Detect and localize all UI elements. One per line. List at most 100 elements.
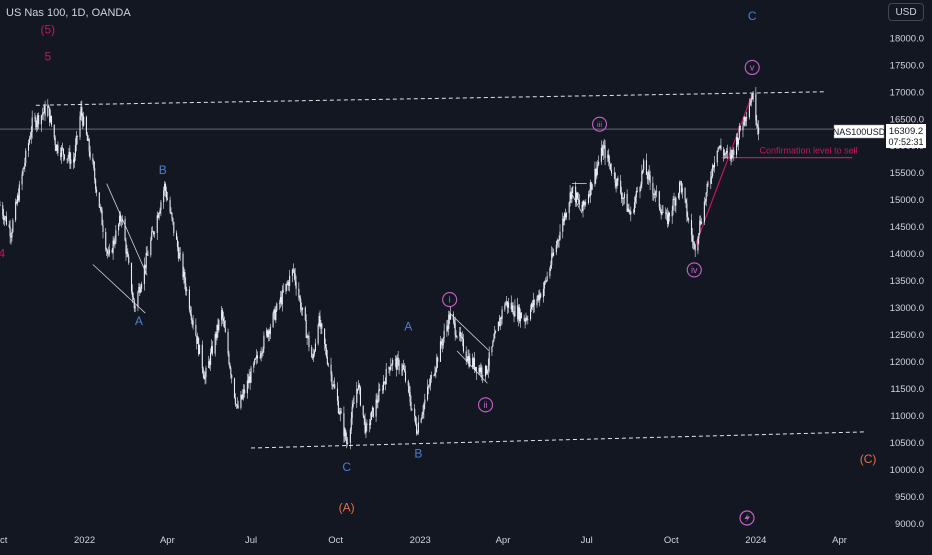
- label-wave-ii[interactable]: ii: [477, 397, 494, 413]
- price-axis[interactable]: 9000.0 9500.0 10000.0 10500.0 11000.0 11500.0…: [890, 33, 924, 530]
- candle: [666, 209, 668, 221]
- candle: [602, 141, 604, 160]
- candle: [246, 373, 248, 399]
- label-c-2022-oct[interactable]: C: [342, 460, 351, 474]
- candle: [684, 186, 686, 203]
- candle: [254, 358, 256, 365]
- candle: [712, 163, 714, 179]
- wedge-2022-line-1[interactable]: [106, 183, 148, 276]
- upper-dashed-trendline[interactable]: [35, 91, 826, 106]
- candle: [188, 286, 190, 313]
- candle: [217, 318, 219, 338]
- candle: [746, 111, 748, 127]
- label-b-2023-jan[interactable]: B: [414, 446, 422, 460]
- candle: [73, 152, 76, 168]
- x-tick-label: 2023: [410, 535, 431, 546]
- candle: [649, 170, 651, 191]
- candle: [713, 156, 716, 173]
- symbol-tag-box: [833, 124, 885, 139]
- candle: [739, 125, 741, 132]
- candle: [304, 306, 306, 321]
- box-2023-jun-line-2[interactable]: [571, 194, 583, 214]
- candle: [576, 191, 579, 200]
- time-axis[interactable]: Oct 2022 Apr Jul Oct 2023 Apr Jul Oct 2024 Apr: [0, 535, 847, 546]
- candle: [85, 115, 87, 136]
- uptrend-line[interactable]: [693, 94, 753, 249]
- label-wave-i[interactable]: i: [442, 292, 458, 308]
- wedge-2023-feb-line-2[interactable]: [456, 350, 488, 384]
- candle: [720, 138, 722, 151]
- label-c-paren[interactable]: (C): [860, 452, 877, 466]
- label-a-2022-dec[interactable]: A: [404, 320, 412, 334]
- candle: [273, 308, 275, 320]
- label-a-2022[interactable]: A: [135, 314, 143, 328]
- candle: [616, 177, 618, 189]
- candle: [604, 140, 606, 166]
- candle: [153, 230, 155, 237]
- candle: [653, 193, 655, 201]
- y-tick-label: 16500.0: [890, 114, 924, 125]
- label-a-paren[interactable]: (A): [339, 500, 355, 514]
- candle: [350, 412, 352, 434]
- candle: [61, 142, 64, 151]
- candle: [750, 93, 752, 107]
- lightning-icon[interactable]: [739, 510, 755, 526]
- label-wave-iv[interactable]: iv: [686, 262, 702, 278]
- candle: [183, 266, 185, 284]
- candle: [539, 289, 541, 307]
- candle: [718, 145, 720, 150]
- wedge-2022-line-2[interactable]: [92, 264, 146, 314]
- candle: [230, 366, 232, 379]
- label-wave-v-text: v: [750, 62, 755, 72]
- candle: [568, 201, 570, 221]
- candle: [184, 269, 186, 290]
- label-5-major[interactable]: (5): [40, 23, 55, 37]
- label-b-2022[interactable]: B: [159, 163, 167, 177]
- lower-dashed-trendline[interactable]: [251, 431, 867, 449]
- candle: [150, 236, 152, 258]
- y-tick-label: 12000.0: [890, 357, 924, 368]
- candle: [378, 382, 380, 403]
- candle: [731, 149, 733, 163]
- label-wave-iii[interactable]: iii: [591, 116, 608, 132]
- candle: [559, 224, 561, 241]
- candle: [396, 354, 398, 370]
- currency-button[interactable]: USD: [888, 3, 924, 21]
- candle: [73, 152, 75, 170]
- candle: [27, 139, 30, 157]
- label-5-minor[interactable]: 5: [44, 50, 51, 64]
- candle: [305, 314, 307, 339]
- candle: [67, 154, 69, 163]
- wedge-2023-feb-line-1[interactable]: [449, 312, 490, 352]
- candle: [176, 230, 178, 240]
- candle: [486, 369, 488, 375]
- candle: [347, 437, 349, 447]
- label-c-2022-oct-text: C: [342, 460, 351, 474]
- candle: [662, 205, 664, 213]
- confirmation-level-text[interactable]: Confirmation level to sell: [760, 145, 858, 155]
- candle: [127, 248, 129, 258]
- candle: [156, 211, 158, 241]
- candle: [617, 175, 619, 186]
- candle: [318, 312, 320, 327]
- x-tick-label: 2024: [745, 535, 766, 546]
- candle: [504, 302, 506, 312]
- candle: [398, 358, 400, 375]
- y-tick-label: 11500.0: [890, 384, 924, 395]
- candle: [690, 213, 693, 242]
- candle: [613, 167, 615, 180]
- candle: [598, 155, 600, 166]
- label-wave-v[interactable]: v: [744, 59, 760, 76]
- drawing-layer: [0, 91, 880, 449]
- candle: [201, 340, 203, 374]
- label-4[interactable]: 4: [0, 247, 5, 261]
- candle: [16, 192, 19, 206]
- candle: [465, 346, 467, 365]
- label-c-top[interactable]: C: [748, 9, 757, 23]
- candle: [66, 158, 68, 164]
- candle: [101, 207, 103, 226]
- candle: [299, 295, 301, 303]
- candle: [726, 144, 728, 159]
